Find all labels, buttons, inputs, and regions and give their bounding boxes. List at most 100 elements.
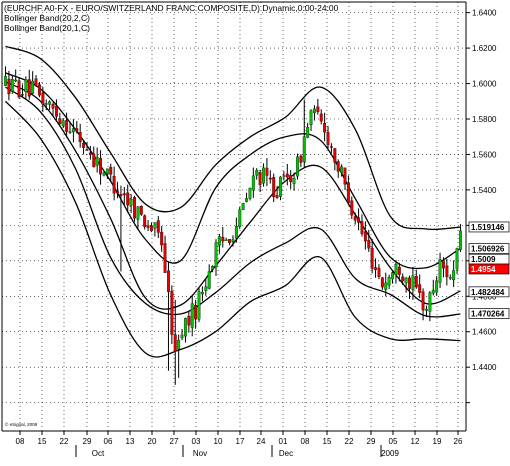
candle bbox=[319, 109, 323, 125]
candle-body bbox=[61, 120, 65, 126]
x-tick-label: 01 bbox=[279, 437, 288, 446]
candle-body bbox=[299, 155, 303, 163]
candle bbox=[65, 112, 69, 138]
candle bbox=[357, 208, 361, 231]
candle bbox=[289, 170, 293, 189]
candle-body bbox=[414, 275, 418, 288]
candle bbox=[41, 86, 45, 112]
candle-body bbox=[374, 267, 378, 270]
candle-body bbox=[323, 123, 327, 133]
candle-body bbox=[384, 282, 388, 290]
candle-body bbox=[160, 231, 164, 246]
candle-body bbox=[194, 305, 198, 320]
candle-body bbox=[302, 136, 306, 162]
candle bbox=[156, 216, 160, 238]
candle-body bbox=[234, 226, 238, 239]
bollinger-upper-2sd-line bbox=[5, 45, 461, 231]
candle-body bbox=[95, 157, 99, 166]
candle bbox=[177, 334, 181, 378]
candle bbox=[160, 226, 164, 252]
candle bbox=[187, 311, 191, 333]
candle-body bbox=[275, 195, 279, 198]
candle-body bbox=[282, 175, 286, 177]
candle-body bbox=[343, 167, 347, 185]
candle-body bbox=[211, 266, 215, 270]
candle bbox=[51, 102, 55, 116]
candle bbox=[78, 123, 82, 148]
bollinger-lower-2sd-line bbox=[5, 100, 461, 358]
x-tick-label: 17 bbox=[236, 437, 245, 446]
candle-body bbox=[217, 236, 221, 246]
candle-body bbox=[452, 270, 456, 281]
price-marker-label: 1.5009 bbox=[471, 255, 496, 264]
candle bbox=[458, 223, 462, 253]
candle-body bbox=[126, 192, 130, 206]
candle bbox=[282, 171, 286, 181]
candle-body bbox=[448, 277, 452, 279]
candle bbox=[204, 279, 208, 296]
candle bbox=[207, 264, 211, 290]
candle-body bbox=[329, 146, 333, 148]
candle bbox=[255, 168, 259, 180]
candle bbox=[445, 258, 449, 286]
x-tick-label: 06 bbox=[104, 437, 113, 446]
candle-body bbox=[401, 276, 405, 281]
candle bbox=[122, 186, 126, 205]
candle-body bbox=[71, 128, 75, 133]
candle bbox=[394, 259, 398, 284]
x-tick-label: 27 bbox=[170, 437, 179, 446]
axis-layer bbox=[1, 1, 467, 432]
candle bbox=[442, 257, 445, 278]
candle-body bbox=[248, 187, 252, 199]
x-group-label: Nov bbox=[193, 449, 207, 458]
candle bbox=[143, 214, 147, 230]
candle-body bbox=[431, 289, 435, 294]
candle bbox=[214, 239, 218, 276]
x-tick-label: 20 bbox=[148, 437, 157, 446]
candle bbox=[173, 299, 177, 385]
candle-body bbox=[112, 176, 116, 194]
candle-body bbox=[14, 79, 18, 82]
price-marker: 1.4954 bbox=[468, 263, 510, 275]
candle bbox=[384, 272, 388, 297]
candle bbox=[228, 239, 232, 246]
candle bbox=[336, 159, 340, 178]
candle bbox=[14, 69, 18, 83]
candle bbox=[116, 181, 119, 199]
price-marker-box bbox=[468, 308, 510, 319]
candle-body bbox=[150, 225, 153, 232]
x-tick-label: 03 bbox=[192, 437, 201, 446]
price-marker-label: 1.470264 bbox=[471, 309, 505, 318]
candle bbox=[448, 274, 452, 281]
x-tick-label: 08 bbox=[301, 437, 310, 446]
x-group-label: Dec bbox=[279, 449, 293, 458]
candle-body bbox=[255, 170, 259, 176]
candle-body bbox=[279, 176, 282, 197]
candle bbox=[180, 328, 184, 341]
candle-body bbox=[183, 318, 187, 337]
candle-body bbox=[24, 79, 28, 93]
y-tick-label: 1.6400 bbox=[472, 9, 497, 18]
candle-body bbox=[214, 242, 218, 268]
candle-body bbox=[411, 275, 415, 290]
candle-body bbox=[292, 178, 296, 184]
candle-body bbox=[99, 158, 103, 175]
candle-body bbox=[27, 79, 31, 97]
header-layer: (EURCHF A0-FX - EURO/SWITZERLAND FRANC C… bbox=[4, 3, 339, 427]
price-marker: 1.519146 bbox=[468, 221, 510, 233]
bollinger-middle-line bbox=[5, 81, 461, 310]
candle-body bbox=[170, 290, 174, 335]
candle-body bbox=[10, 79, 14, 92]
candle bbox=[438, 252, 442, 288]
candle-body bbox=[116, 191, 119, 194]
x-tick-label: 10 bbox=[214, 437, 223, 446]
candle bbox=[397, 262, 401, 282]
candle bbox=[275, 185, 279, 199]
x-tick-label: 22 bbox=[60, 437, 69, 446]
candle bbox=[268, 170, 272, 184]
candle bbox=[455, 247, 459, 274]
x-tick-label: 22 bbox=[345, 437, 354, 446]
candle bbox=[374, 258, 378, 278]
candle bbox=[411, 266, 415, 300]
